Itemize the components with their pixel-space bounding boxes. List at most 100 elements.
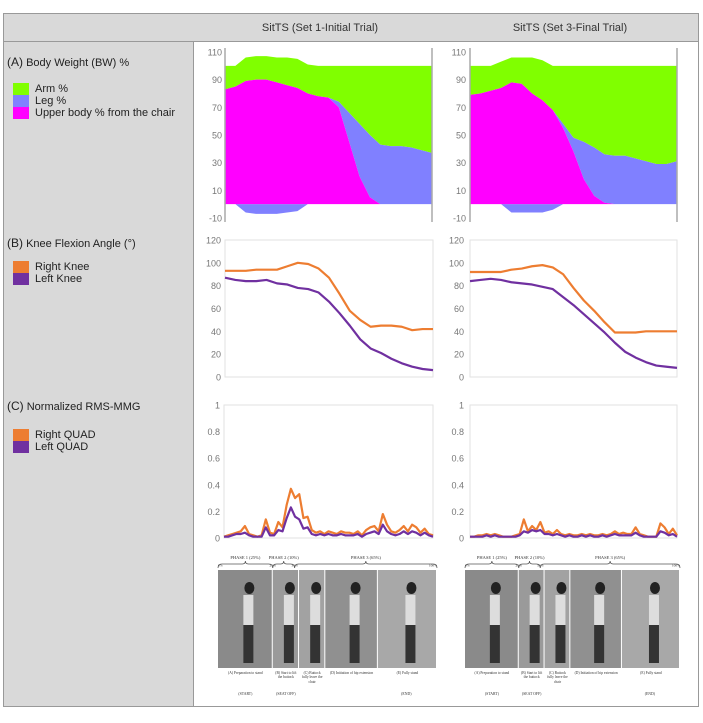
chart-c1: 1 0.8 0.6 0.4 0.2 0 <box>207 401 434 544</box>
area-arm <box>225 56 432 153</box>
photo-text: 35% <box>537 564 544 568</box>
y-tick-label: 0.6 <box>207 454 220 464</box>
person-legs-icon <box>555 625 566 663</box>
person-body-icon <box>349 595 360 625</box>
chart-b1: 120 100 80 60 40 20 0 <box>206 236 434 383</box>
person-head-icon <box>284 582 295 594</box>
photo-text: PHASE 1 (25%) <box>230 555 261 560</box>
person-head-icon <box>311 582 322 594</box>
photo-text: PHASE 1 (25%) <box>477 555 508 560</box>
phase-brace <box>294 560 438 569</box>
person-legs-icon <box>489 625 500 663</box>
area-leg-negative <box>225 204 432 214</box>
person-legs-icon <box>310 625 321 663</box>
y-tick-label: 80 <box>211 281 221 291</box>
series-line-right-knee <box>470 264 677 334</box>
person-head-icon <box>530 582 541 594</box>
y-tick-label: 110 <box>452 48 466 58</box>
y-tick-label: 0 <box>459 373 464 383</box>
panel-b-letter: (B) <box>7 236 23 250</box>
person-legs-icon <box>349 625 360 663</box>
person-legs-icon <box>529 625 540 663</box>
person-body-icon <box>529 595 540 625</box>
y-tick-label: 30 <box>456 158 466 168</box>
series-line-right-quad <box>223 487 434 538</box>
y-tick-label: 120 <box>206 236 221 246</box>
area-arm <box>470 57 677 165</box>
person-head-icon <box>244 582 255 594</box>
person-head-icon <box>556 582 567 594</box>
area-leg-negative <box>470 204 677 213</box>
plot-area <box>224 239 434 378</box>
phase-brace <box>464 560 520 569</box>
legend-swatch <box>13 273 29 285</box>
plot-area <box>469 239 678 378</box>
area-leg <box>470 82 677 205</box>
chart-b2: 120 100 80 60 40 20 0 <box>449 236 678 383</box>
area-leg <box>225 79 432 205</box>
person-body-icon <box>283 595 294 625</box>
photo-text: 0% <box>465 564 470 568</box>
photo-text: (START) <box>485 692 500 696</box>
legend-item: Left Knee <box>13 273 89 285</box>
y-tick-label: 1 <box>459 401 464 411</box>
chart-a2: 110 90 70 50 30 10 -10 <box>452 48 678 224</box>
series-line-left-quad <box>224 506 434 538</box>
y-tick-label: 0.8 <box>451 427 464 437</box>
y-tick-label: 0 <box>216 373 221 383</box>
legend-swatch <box>13 261 29 273</box>
header-row <box>3 13 699 42</box>
phase-brace <box>518 560 541 569</box>
y-tick-label: 60 <box>211 304 221 314</box>
person-legs-icon <box>405 625 416 663</box>
photo-text: PHASE 2 (10%) <box>269 555 300 560</box>
legend-b: Right Knee Left Knee <box>13 261 89 285</box>
y-tick-label: 10 <box>212 186 222 196</box>
y-tick-label: 0.4 <box>207 480 220 490</box>
panel-c-title: (C) Normalized RMS-MMG <box>7 399 140 413</box>
y-tick-label: 100 <box>449 258 464 268</box>
photo-caption: (B) Start to lift the buttock <box>275 671 297 680</box>
y-tick-label: 40 <box>454 327 464 337</box>
panel-a-title-text: Body Weight (BW) % <box>26 57 130 69</box>
y-tick-label: 60 <box>454 304 464 314</box>
legend-swatch <box>13 429 29 441</box>
y-tick-label: 70 <box>456 103 466 113</box>
y-tick-label: 20 <box>454 350 464 360</box>
legend-swatch <box>13 83 29 95</box>
photo-text: 0% <box>218 564 223 568</box>
y-tick-label: 90 <box>212 75 222 85</box>
y-tick-label: 0.2 <box>207 507 220 517</box>
legend-a: Arm % Leg % Upper body % from the chair <box>13 83 175 119</box>
column-title-set1: SitTS (Set 1-Initial Trial) <box>261 22 379 34</box>
person-legs-icon <box>243 625 254 663</box>
y-tick-label: 0.4 <box>451 480 464 490</box>
person-body-icon <box>594 595 605 625</box>
person-body-icon <box>405 595 416 625</box>
column-title-set3: SitTS (Set 3-Final Trial) <box>512 22 628 34</box>
person-head-icon <box>490 582 501 594</box>
label-column <box>3 41 194 707</box>
y-tick-label: 80 <box>454 281 464 291</box>
legend-label: Right Knee <box>35 261 90 273</box>
legend-label: Right QUAD <box>35 429 96 441</box>
person-head-icon <box>350 582 361 594</box>
person-legs-icon <box>283 625 294 663</box>
person-legs-icon <box>648 625 659 663</box>
area-upper-body <box>470 82 677 205</box>
plot-area <box>223 404 434 539</box>
legend-item: Leg % <box>13 95 175 107</box>
y-tick-label: 30 <box>212 158 222 168</box>
legend-label: Left Knee <box>35 273 83 285</box>
chart-c2: 1 0.8 0.6 0.4 0.2 0 <box>451 401 678 544</box>
chart-a1: 110 90 70 50 30 10 -10 <box>208 48 433 224</box>
panel-a-title: (A) Body Weight (BW) % <box>7 55 129 69</box>
photo-strip-1: PHASE 1 (25%) PHASE 2 (10%) PHASE 3 (65%) 0… <box>217 555 438 696</box>
photo-caption: (D) Initiation of hip extension <box>330 671 374 675</box>
panel-a-letter: (A) <box>7 55 23 69</box>
phase-brace <box>217 560 274 569</box>
photo-caption: (E) Fully stand <box>640 671 662 675</box>
photo-caption: (B) Start to lift the buttock <box>521 671 543 680</box>
legend-item: Arm % <box>13 83 175 95</box>
photo-text: (SEAT OFF) <box>522 692 542 696</box>
